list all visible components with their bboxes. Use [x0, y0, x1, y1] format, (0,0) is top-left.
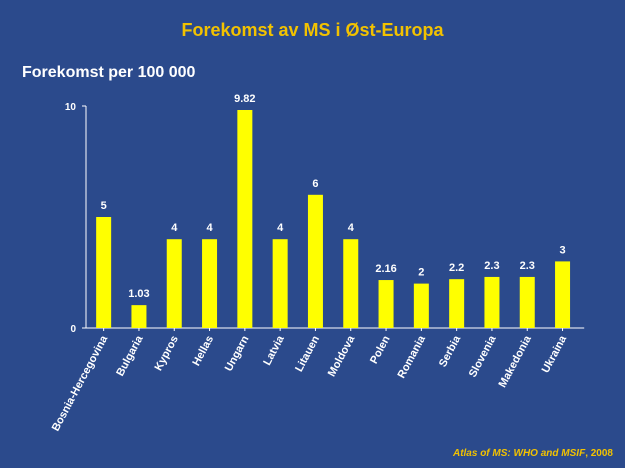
category-label: Hellas [190, 334, 216, 368]
source-note: Atlas of MS: WHO and MSIF, 2008 [453, 448, 613, 459]
source-italic: Atlas of MS: WHO and MSIF [452, 448, 586, 459]
bar [272, 239, 288, 328]
data-label: 3 [559, 244, 565, 256]
data-label: 2.16 [375, 263, 396, 275]
bar [555, 261, 571, 328]
category-label: Slovenia [467, 333, 499, 379]
bar [449, 279, 465, 328]
category-label: Polen [368, 334, 393, 366]
bar [307, 194, 323, 328]
data-label: 2.2 [449, 262, 464, 274]
bar [519, 276, 535, 328]
slide-title: Forekomst av MS i Øst-Europa [181, 20, 444, 40]
bar [131, 305, 147, 328]
bar [166, 239, 182, 328]
bar [202, 239, 218, 328]
data-label: 4 [277, 222, 284, 234]
data-label: 4 [348, 222, 355, 234]
category-label: Makedonia [497, 333, 535, 390]
data-label: 2.3 [484, 260, 499, 272]
category-label: Latvia [261, 333, 287, 367]
bar [237, 109, 253, 328]
category-label: Bulgaria [114, 333, 146, 378]
bar [343, 239, 359, 328]
category-label: Ungarn [223, 334, 252, 374]
category-label: Ukraina [540, 333, 570, 375]
data-label: 4 [206, 222, 213, 234]
category-label: Kypros [153, 334, 181, 373]
category-label: Bosnia-Hercegovina [50, 333, 111, 433]
data-label: 4 [171, 222, 178, 234]
data-label: 6 [312, 178, 318, 190]
chart-subtitle: Forekomst per 100 000 [22, 64, 196, 81]
category-label: Litauen [293, 334, 322, 374]
bar [413, 283, 429, 328]
data-label: 5 [101, 200, 107, 212]
data-label: 2 [418, 267, 424, 279]
category-label: Romania [396, 333, 429, 380]
y-tick-label: 10 [65, 102, 77, 113]
bar [484, 276, 500, 328]
data-label: 1.03 [128, 288, 149, 300]
y-tick-label: 0 [70, 324, 76, 335]
category-label: Moldova [326, 333, 358, 379]
bar [96, 217, 112, 328]
chart-bars [96, 109, 571, 328]
category-label: Serbia [437, 333, 464, 369]
bar [378, 280, 394, 328]
data-label: 9.82 [234, 93, 255, 105]
source-year: , 2008 [585, 448, 613, 459]
data-label: 2.3 [520, 260, 535, 272]
